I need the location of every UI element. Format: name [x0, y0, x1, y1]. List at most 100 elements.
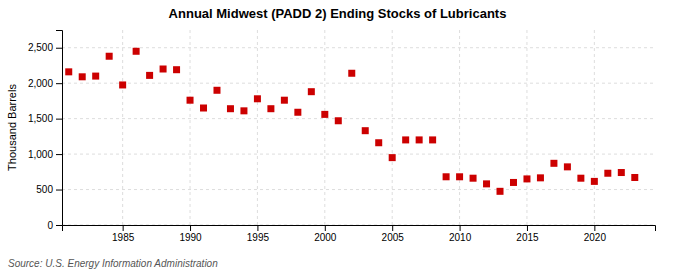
x-tick-mark	[257, 225, 258, 231]
y-tick: 0	[47, 220, 62, 231]
point	[497, 188, 504, 195]
annotation: Source: U.S. Energy Information Administ…	[8, 258, 218, 269]
point	[187, 97, 194, 104]
x-tick: 2015	[516, 225, 539, 243]
y-tick: 2,000	[28, 78, 62, 89]
y-tick-mark	[56, 225, 62, 226]
x-tick-mark	[392, 225, 393, 231]
point	[577, 175, 584, 182]
x-tick-mark	[123, 225, 124, 231]
point	[254, 95, 261, 102]
point	[240, 107, 247, 114]
point	[106, 53, 113, 60]
y-tick-mark	[56, 154, 62, 155]
point	[267, 105, 274, 112]
point	[456, 173, 463, 180]
point	[119, 81, 126, 88]
y-grid-line	[62, 189, 655, 190]
x-tick-label: 2020	[584, 232, 607, 243]
x-tick-label: 1985	[112, 232, 135, 243]
x-tick-label: 2000	[314, 232, 337, 243]
x-tick-label: 2015	[516, 232, 539, 243]
x-tick: 2010	[449, 225, 472, 243]
y-tick-mark	[56, 190, 62, 191]
y-tick-mark	[56, 48, 62, 49]
point	[416, 136, 423, 143]
x-tick: 2000	[314, 225, 337, 243]
y-axis-title: Thousand Barrels	[6, 84, 18, 171]
point	[133, 48, 140, 55]
y-tick-label: 0	[47, 220, 53, 231]
x-tick: 1990	[179, 225, 202, 243]
point	[160, 66, 167, 73]
x-axis-line	[63, 226, 656, 232]
y-grid-line	[62, 47, 655, 48]
x-tick-label: 2005	[382, 232, 405, 243]
point	[375, 139, 382, 146]
point	[173, 66, 180, 73]
point	[523, 175, 530, 182]
point	[429, 136, 436, 143]
x-axis: 1985 1990 1995 2000 2005 2010 2015 2020	[63, 225, 656, 243]
x-grid-line	[190, 30, 191, 225]
y-tick-label: 2,000	[28, 78, 53, 89]
y-tick: 500	[36, 184, 62, 195]
x-tick-mark	[594, 225, 595, 231]
point	[389, 154, 396, 161]
point	[604, 170, 611, 177]
x-tick-mark	[460, 225, 461, 231]
x-grid-line	[392, 30, 393, 225]
x-grid-line	[257, 30, 258, 225]
title: Annual Midwest (PADD 2) Ending Stocks of…	[169, 6, 507, 21]
x-tick-label: 1995	[247, 232, 270, 243]
y-axis-line	[56, 31, 63, 226]
y-grid-line	[62, 83, 655, 84]
point	[550, 160, 557, 167]
x-tick: 1985	[112, 225, 135, 243]
point	[443, 173, 450, 180]
point	[483, 180, 490, 187]
y-tick-label: 500	[36, 184, 53, 195]
point	[335, 117, 342, 124]
x-tick-mark	[325, 225, 326, 231]
point	[294, 109, 301, 116]
point	[470, 175, 477, 182]
point	[213, 87, 220, 94]
point	[79, 73, 86, 80]
point	[146, 72, 153, 79]
x-tick-label: 2010	[449, 232, 472, 243]
point	[65, 68, 72, 75]
point	[348, 70, 355, 77]
x-tick: 1995	[247, 225, 270, 243]
y-tick: 1,000	[28, 149, 62, 160]
y-grid-line	[62, 154, 655, 155]
chart: 1985 1990 1995 2000 2005 2010 2015 2020 0 500 1,00…	[0, 0, 675, 275]
x-tick: 2005	[382, 225, 405, 243]
x-grid-line	[459, 30, 460, 225]
x-grid-line	[594, 30, 595, 225]
y-tick-mark	[56, 83, 62, 84]
x-tick-mark	[190, 225, 191, 231]
point	[510, 179, 517, 186]
grid	[62, 30, 655, 225]
point	[321, 111, 328, 118]
x-tick: 2020	[584, 225, 607, 243]
x-tick-label: 1990	[179, 232, 202, 243]
point	[591, 178, 598, 185]
y-grid-line	[62, 118, 655, 119]
y-tick-label: 1,000	[28, 149, 53, 160]
point	[564, 163, 571, 170]
point	[402, 136, 409, 143]
x-grid-line	[324, 30, 325, 225]
point	[308, 88, 315, 95]
x-tick-mark	[527, 225, 528, 231]
y-tick: 2,500	[28, 42, 62, 53]
point	[227, 105, 234, 112]
point	[281, 97, 288, 104]
point	[631, 174, 638, 181]
x-grid-line	[122, 30, 123, 225]
point	[92, 73, 99, 80]
point	[200, 105, 207, 112]
point	[618, 169, 625, 176]
points	[65, 48, 638, 195]
